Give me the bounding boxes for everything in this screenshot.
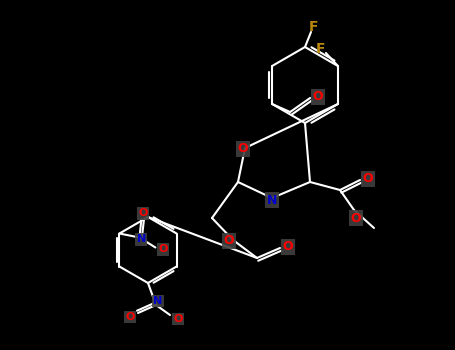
Text: O: O bbox=[363, 173, 373, 186]
Text: F: F bbox=[316, 42, 326, 56]
Text: O: O bbox=[159, 245, 168, 254]
Text: O: O bbox=[351, 211, 361, 224]
Text: N: N bbox=[153, 296, 162, 306]
Text: O: O bbox=[238, 142, 248, 155]
Text: O: O bbox=[173, 314, 183, 324]
Text: O: O bbox=[139, 209, 148, 218]
Text: O: O bbox=[125, 312, 135, 322]
Text: N: N bbox=[137, 234, 146, 245]
Text: O: O bbox=[283, 240, 293, 253]
Text: O: O bbox=[224, 234, 234, 247]
Text: N: N bbox=[267, 194, 277, 206]
Text: O: O bbox=[313, 91, 324, 104]
Text: F: F bbox=[309, 20, 319, 34]
